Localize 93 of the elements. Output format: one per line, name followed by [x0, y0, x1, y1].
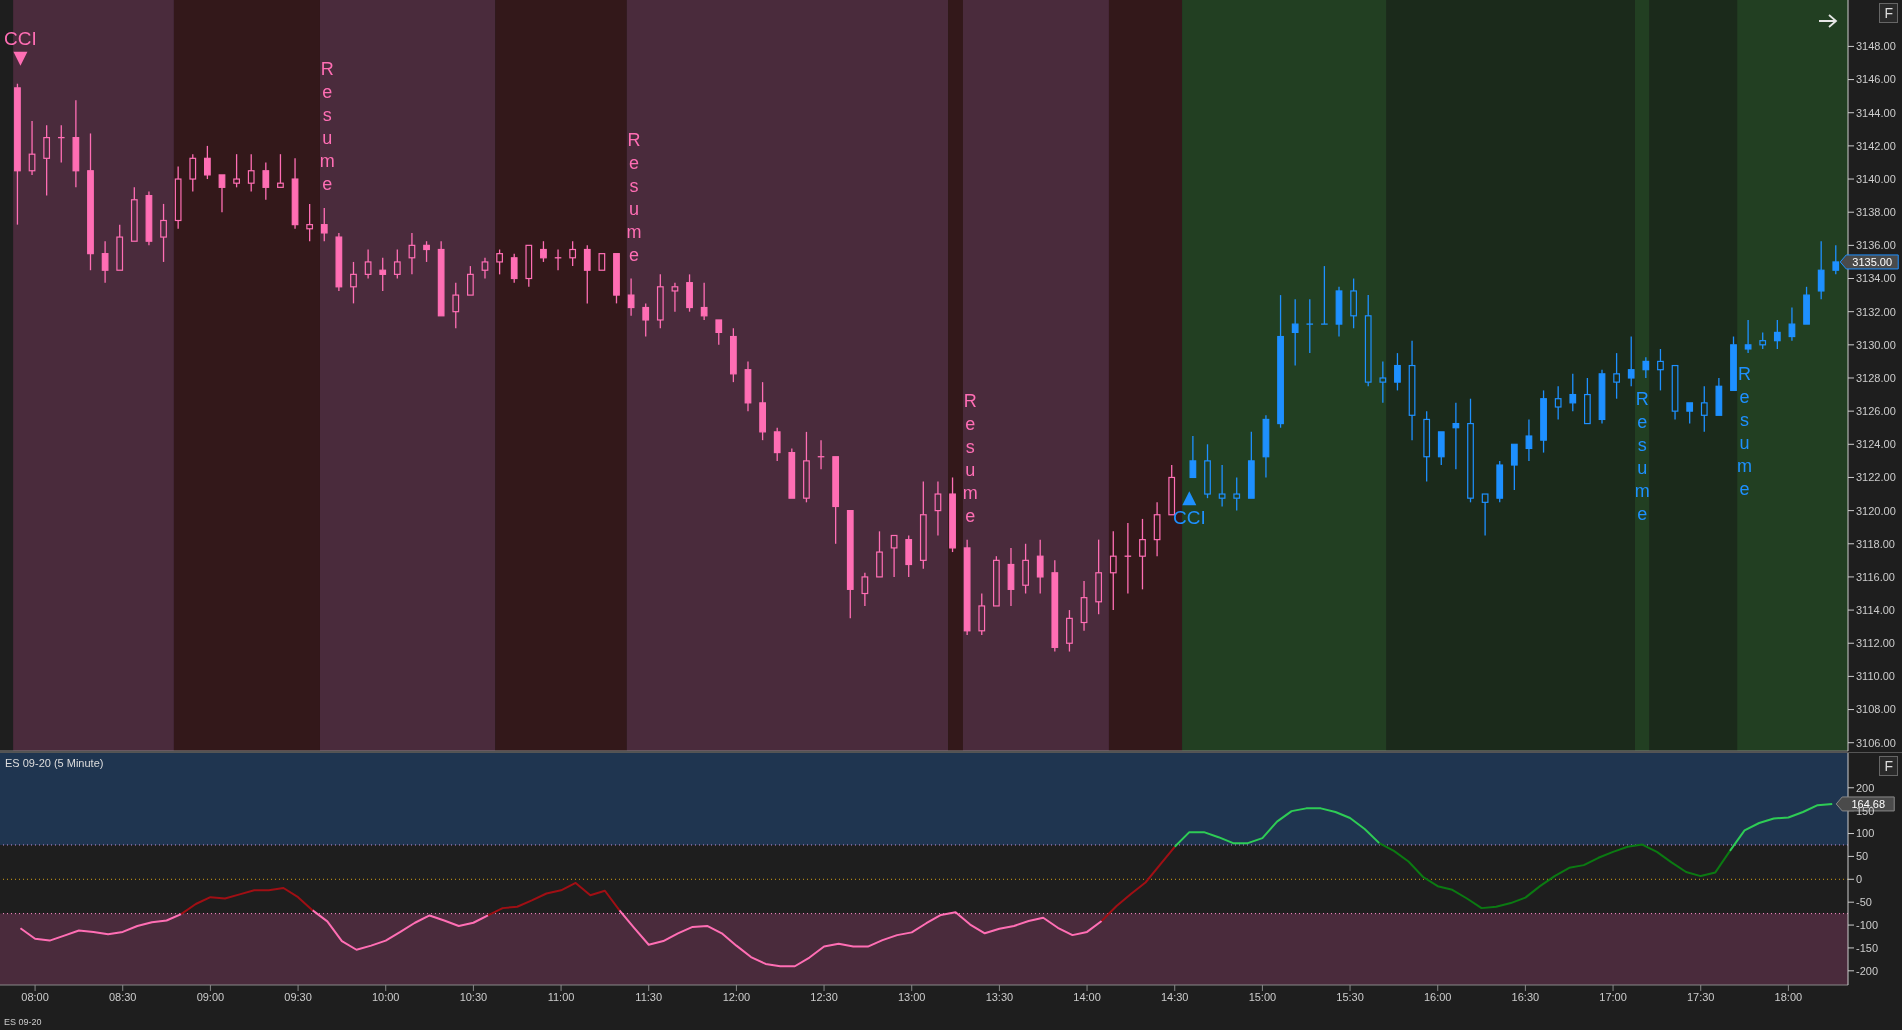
y-tick-label: 3116.00	[1856, 570, 1895, 583]
candlestick	[28, 120, 36, 176]
line-series	[618, 909, 1103, 968]
y-tick-label: -100	[1856, 918, 1879, 931]
y-tick-label: 3128.00	[1856, 371, 1896, 384]
x-tick-label: 08:30	[108, 990, 137, 1003]
y-tick-label: 3134.00	[1856, 272, 1896, 285]
y-tick-label: 3120.00	[1856, 504, 1896, 517]
y-tick-label: 3126.00	[1856, 405, 1896, 418]
x-tick-label: 12:00	[722, 990, 751, 1003]
candlestick	[1744, 319, 1752, 354]
x-tick-label: 10:30	[459, 990, 488, 1003]
line-series	[311, 909, 489, 951]
text: Resume	[1634, 388, 1650, 524]
x-tick-label: 17:00	[1599, 990, 1627, 1003]
y-tick-label: 50	[1856, 850, 1869, 863]
x-tick-label: 09:00	[196, 990, 225, 1003]
candlestick	[1291, 298, 1299, 367]
x-tick-label: 11:30	[635, 990, 663, 1003]
text: F	[1879, 3, 1898, 23]
line-series	[1728, 802, 1834, 852]
y-tick-label: -150	[1856, 941, 1879, 954]
candlestick	[101, 240, 109, 284]
text: Resume	[626, 129, 642, 265]
x-tick-label: 15:30	[1336, 990, 1364, 1003]
x-tick-label: 11:00	[547, 990, 575, 1003]
y-tick-label: 3124.00	[1856, 438, 1896, 451]
data-label: CCI	[4, 27, 37, 49]
text: F	[1879, 756, 1898, 776]
candlestick	[408, 232, 416, 276]
x-tick-label: 14:00	[1073, 990, 1101, 1003]
line-series	[1173, 807, 1381, 848]
candlestick	[291, 157, 299, 230]
candlestick	[481, 257, 489, 280]
line-series	[487, 881, 621, 917]
line-series	[180, 886, 314, 916]
text: Resume	[319, 59, 335, 195]
x-tick-label: 17:30	[1686, 990, 1715, 1003]
candlestick	[1452, 402, 1460, 470]
line-series	[1378, 842, 1731, 910]
y-tick-label: 3118.00	[1856, 537, 1895, 550]
x-tick-label: 13:30	[985, 990, 1014, 1003]
x-tick-label: 10:00	[371, 990, 400, 1003]
y-tick-label: 3112.00	[1856, 637, 1895, 650]
candlestick	[671, 282, 679, 313]
y-tick-label: 3144.00	[1856, 106, 1896, 119]
chart-title: ES 09-20 (5 Minute)	[5, 757, 104, 769]
line-series	[1100, 845, 1176, 922]
y-tick-label: 100	[1856, 827, 1875, 840]
x-tick-label: 16:00	[1423, 990, 1452, 1003]
y-tick-label: 3146.00	[1856, 73, 1896, 86]
x-tick-label: 12:30	[810, 990, 838, 1003]
y-tick-label: 3106.00	[1856, 736, 1896, 749]
y-tick-label: -200	[1856, 964, 1879, 977]
candlestick	[335, 232, 343, 292]
y-tick-label: 0	[1856, 873, 1863, 886]
y-tick-label: 200	[1856, 781, 1875, 794]
candlestick	[627, 277, 635, 317]
x-tick-label: 13:00	[897, 990, 926, 1003]
x-axis-title: ES 09-20	[4, 1017, 42, 1027]
y-tick-label: 3140.00	[1856, 172, 1896, 185]
y-tick-label: 3148.00	[1856, 40, 1896, 53]
x-tick-label: 14:30	[1160, 990, 1189, 1003]
candlestick	[1408, 340, 1416, 441]
candlestick	[1788, 306, 1796, 342]
data-label: CCI	[1172, 507, 1206, 529]
candlestick	[364, 248, 372, 280]
x-tick-label: 15:00	[1248, 990, 1277, 1003]
y-tick-label: 3130.00	[1856, 338, 1896, 351]
y-tick-label: 3132.00	[1856, 305, 1896, 318]
text: Resume	[1737, 364, 1753, 500]
y-tick-label: 3138.00	[1856, 206, 1896, 219]
text: Resume	[962, 390, 978, 526]
y-tick-label: 3108.00	[1856, 703, 1896, 716]
text: 3135.00	[1852, 255, 1893, 268]
line-series	[19, 913, 183, 942]
y-tick-label: 3114.00	[1856, 603, 1895, 616]
candlestick	[1598, 369, 1606, 425]
y-tick-label: 3110.00	[1856, 670, 1895, 683]
y-tick-label: 3142.00	[1856, 139, 1896, 152]
candlestick	[1305, 298, 1314, 354]
y-tick-label: -50	[1856, 896, 1872, 909]
y-tick-label: 3136.00	[1856, 239, 1896, 252]
candlestick	[1335, 286, 1343, 338]
candlestick	[72, 99, 80, 188]
x-tick-label: 16:30	[1511, 990, 1540, 1003]
candlestick	[145, 190, 153, 247]
x-tick-label: 08:00	[21, 990, 49, 1003]
x-tick-label: 18:00	[1774, 990, 1803, 1003]
candlestick	[1218, 464, 1226, 508]
x-tick-label: 09:30	[284, 990, 312, 1003]
y-tick-label: 3122.00	[1856, 471, 1896, 484]
candlestick	[1525, 418, 1533, 462]
